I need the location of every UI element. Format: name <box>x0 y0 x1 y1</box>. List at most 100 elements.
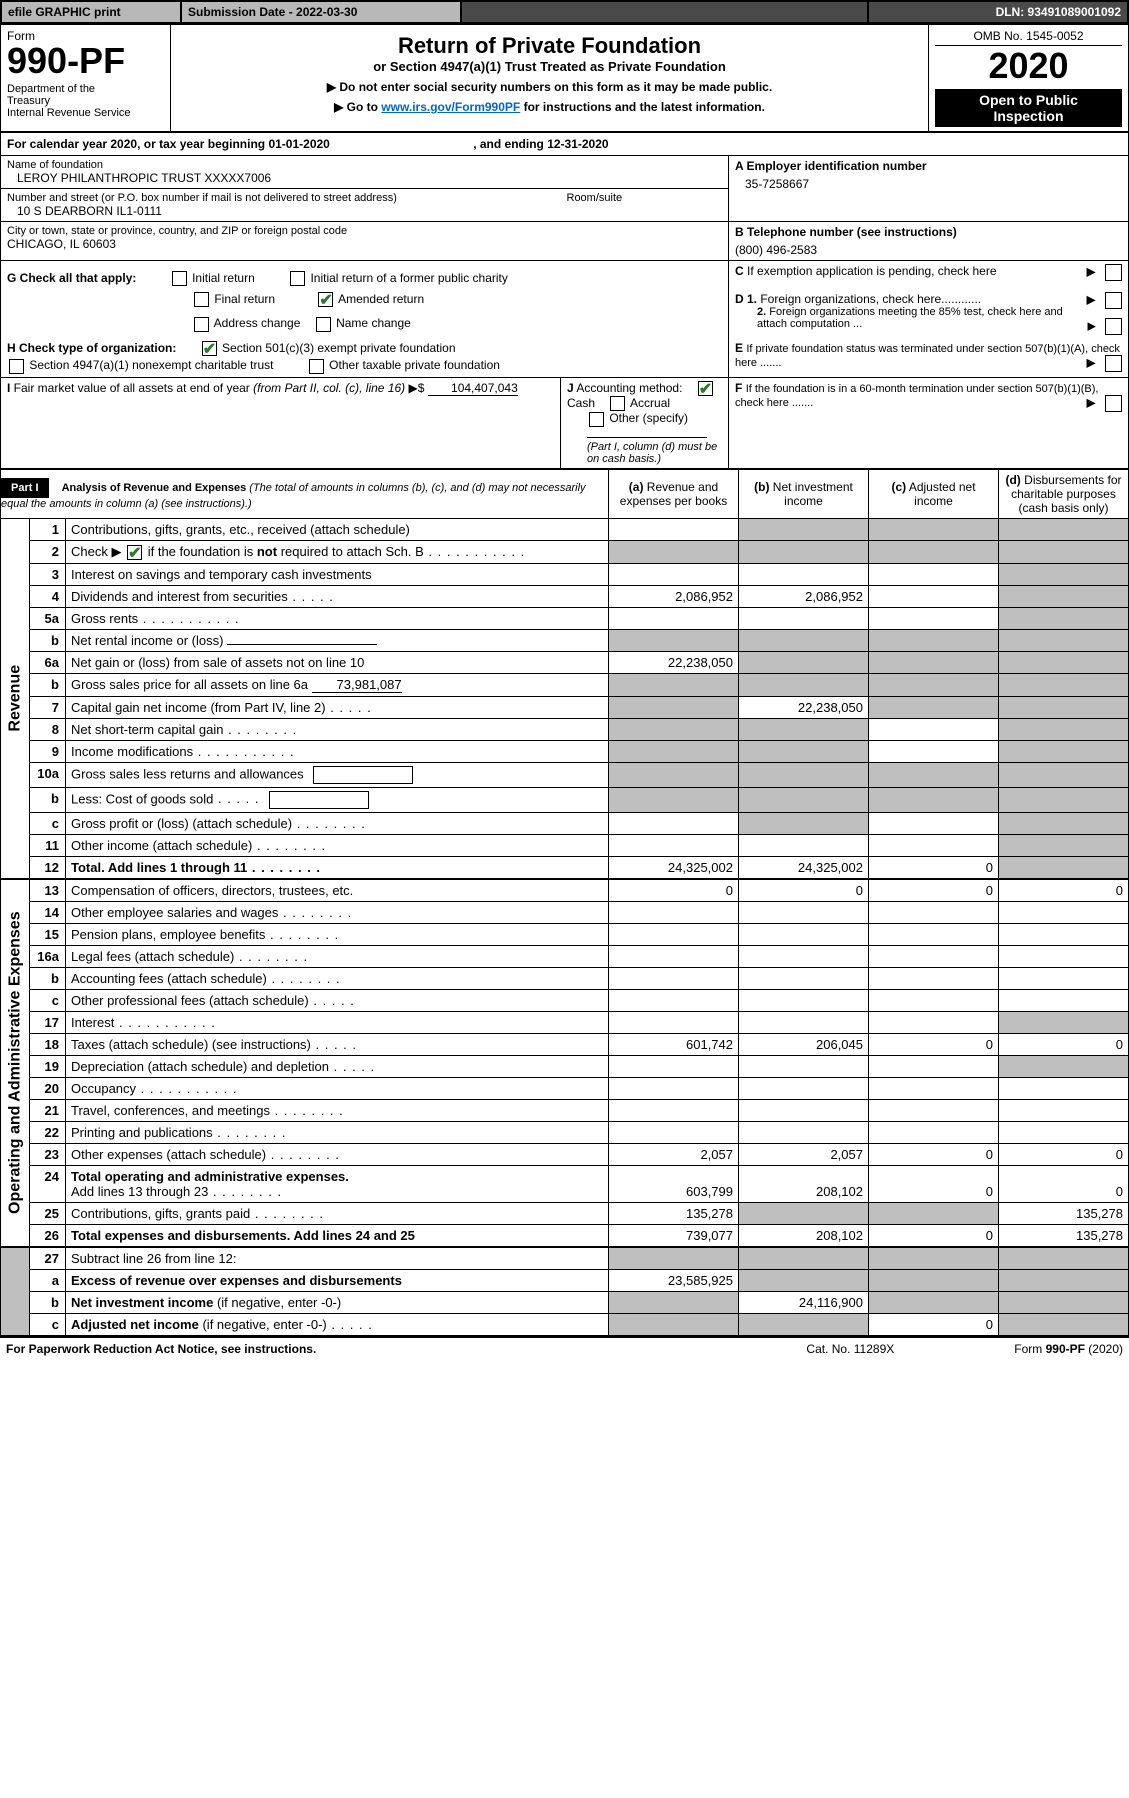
ein-value: 35-7258667 <box>735 173 1122 191</box>
line-11: Other income (attach schedule) <box>66 834 609 856</box>
form-note-2: ▶ Go to www.irs.gov/Form990PF for instru… <box>177 100 922 114</box>
tax-year: 2020 <box>935 46 1122 86</box>
form-note-1: ▶ Do not enter social security numbers o… <box>177 80 922 94</box>
line-15: Pension plans, employee benefits <box>66 923 609 945</box>
street-address: 10 S DEARBORN IL1-0111 <box>7 204 555 218</box>
foundation-name: LEROY PHILANTHROPIC TRUST XXXXX7006 <box>7 171 722 185</box>
fmv-value: 104,407,043 <box>428 381 518 396</box>
line-27a: Excess of revenue over expenses and disb… <box>66 1269 609 1291</box>
dln-label: DLN: 93491089001092 <box>868 1 1128 23</box>
line-24: Total operating and administrative expen… <box>66 1165 609 1202</box>
expenses-side-label: Operating and Administrative Expenses <box>1 879 30 1247</box>
form-title: Return of Private Foundation <box>177 33 922 59</box>
accrual-checkbox[interactable] <box>610 396 625 411</box>
c-cell: C If exemption application is pending, c… <box>729 260 1129 289</box>
g-checks-row: G Check all that apply: Initial return I… <box>1 260 729 289</box>
part1-table: Part I Analysis of Revenue and Expenses … <box>0 469 1129 1336</box>
line-7: Capital gain net income (from Part IV, l… <box>66 696 609 718</box>
address-cell: Number and street (or P.O. box number if… <box>1 188 561 221</box>
open-to-public: Open to PublicInspection <box>935 89 1122 127</box>
form-title-cell: Return of Private Foundation or Section … <box>171 25 929 132</box>
j-cell: J Accounting method: Cash Accrual Other … <box>561 377 729 468</box>
line-26: Total expenses and disbursements. Add li… <box>66 1224 609 1247</box>
line-27c: Adjusted net income (if negative, enter … <box>66 1313 609 1335</box>
amended-return-checkbox[interactable] <box>318 292 333 307</box>
line-14: Other employee salaries and wages <box>66 901 609 923</box>
line-4: Dividends and interest from securities <box>66 585 609 607</box>
line-22: Printing and publications <box>66 1121 609 1143</box>
final-return-checkbox[interactable] <box>194 292 209 307</box>
calendar-year-line: For calendar year 2020, or tax year begi… <box>0 132 1129 156</box>
form-header: Form 990-PF Department of theTreasuryInt… <box>0 24 1129 132</box>
line-10c: Gross profit or (loss) (attach schedule) <box>66 812 609 834</box>
schb-checkbox[interactable] <box>127 545 142 560</box>
col-a-header: (a) Revenue and expenses per books <box>609 469 739 518</box>
other-method-checkbox[interactable] <box>589 412 604 427</box>
line-16a: Legal fees (attach schedule) <box>66 945 609 967</box>
line-21: Travel, conferences, and meetings <box>66 1099 609 1121</box>
footer-left: For Paperwork Reduction Act Notice, see … <box>6 1342 316 1356</box>
line-16b: Accounting fees (attach schedule) <box>66 967 609 989</box>
form-year-cell: OMB No. 1545-0052 2020 Open to PublicIns… <box>929 25 1129 132</box>
omb-number: OMB No. 1545-0052 <box>935 29 1122 46</box>
efile-label: efile GRAPHIC print <box>1 1 181 23</box>
col-d-header: (d) Disbursements for charitable purpose… <box>999 469 1129 518</box>
line-3: Interest on savings and temporary cash i… <box>66 563 609 585</box>
top-bar: efile GRAPHIC print Submission Date - 20… <box>0 0 1129 24</box>
col-c-header: (c) Adjusted net income <box>869 469 999 518</box>
d2-checkbox[interactable] <box>1105 318 1122 335</box>
4947-checkbox[interactable] <box>9 359 24 374</box>
name-change-checkbox[interactable] <box>316 317 331 332</box>
ein-cell: A Employer identification number 35-7258… <box>729 156 1129 222</box>
telephone-cell: B Telephone number (see instructions) (8… <box>729 221 1129 260</box>
line-27: Subtract line 26 from line 12: <box>66 1247 609 1270</box>
part1-header-cell: Part I Analysis of Revenue and Expenses … <box>1 469 609 518</box>
address-change-checkbox[interactable] <box>194 317 209 332</box>
line-10a: Gross sales less returns and allowances <box>66 762 609 787</box>
submission-date: Submission Date - 2022-03-30 <box>181 1 461 23</box>
i-cell: I Fair market value of all assets at end… <box>1 377 561 468</box>
line-8: Net short-term capital gain <box>66 718 609 740</box>
line-23: Other expenses (attach schedule) <box>66 1143 609 1165</box>
h-checks-row: H Check type of organization: Section 50… <box>1 338 729 377</box>
city-value: CHICAGO, IL 60603 <box>7 237 722 251</box>
irs-link[interactable]: www.irs.gov/Form990PF <box>381 100 520 114</box>
line-13: Compensation of officers, directors, tru… <box>66 879 609 902</box>
cash-checkbox[interactable] <box>698 381 713 396</box>
line-18: Taxes (attach schedule) (see instruction… <box>66 1033 609 1055</box>
c-checkbox[interactable] <box>1105 264 1122 281</box>
other-taxable-checkbox[interactable] <box>309 359 324 374</box>
line-20: Occupancy <box>66 1077 609 1099</box>
e-cell: E If private foundation status was termi… <box>729 338 1129 377</box>
line-19: Depreciation (attach schedule) and deple… <box>66 1055 609 1077</box>
line-17: Interest <box>66 1011 609 1033</box>
city-cell: City or town, state or province, country… <box>1 221 729 260</box>
revenue-side-label: Revenue <box>1 518 30 879</box>
line-16c: Other professional fees (attach schedule… <box>66 989 609 1011</box>
initial-public-checkbox[interactable] <box>290 271 305 286</box>
form-number: 990-PF <box>7 43 164 79</box>
line-25: Contributions, gifts, grants paid <box>66 1202 609 1224</box>
line-2: Check ▶ if the foundation is not require… <box>66 540 609 563</box>
room-cell: Room/suite <box>561 188 729 221</box>
page-footer: For Paperwork Reduction Act Notice, see … <box>0 1336 1129 1360</box>
line-27b: Net investment income (if negative, ente… <box>66 1291 609 1313</box>
line-6b: Gross sales price for all assets on line… <box>66 673 609 696</box>
form-id-cell: Form 990-PF Department of theTreasuryInt… <box>1 25 171 132</box>
line-5a: Gross rents <box>66 607 609 629</box>
initial-return-checkbox[interactable] <box>172 271 187 286</box>
footer-right: Form 990-PF (2020) <box>1014 1342 1123 1356</box>
identification-block: Name of foundation LEROY PHILANTHROPIC T… <box>0 156 1129 469</box>
line-1: Contributions, gifts, grants, etc., rece… <box>66 518 609 540</box>
name-cell: Name of foundation LEROY PHILANTHROPIC T… <box>1 156 729 189</box>
line-10b: Less: Cost of goods sold <box>66 787 609 812</box>
e-checkbox[interactable] <box>1105 355 1122 372</box>
f-checkbox[interactable] <box>1105 395 1122 412</box>
department-label: Department of theTreasuryInternal Revenu… <box>7 83 164 119</box>
501c3-checkbox[interactable] <box>202 341 217 356</box>
form-subtitle: or Section 4947(a)(1) Trust Treated as P… <box>177 59 922 74</box>
footer-mid: Cat. No. 11289X <box>806 1342 894 1356</box>
d-cell: D 1. Foreign organizations, check here..… <box>729 289 1129 338</box>
d1-checkbox[interactable] <box>1105 292 1122 309</box>
line-6a: Net gain or (loss) from sale of assets n… <box>66 651 609 673</box>
